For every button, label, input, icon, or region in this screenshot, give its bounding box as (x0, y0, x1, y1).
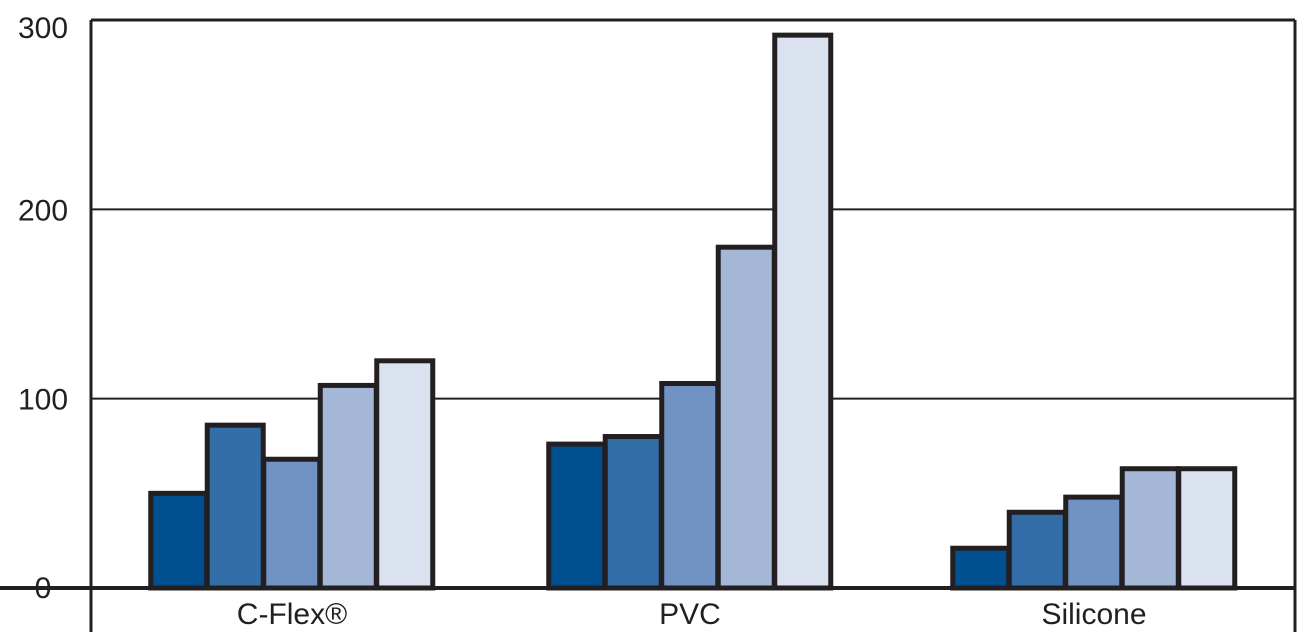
bar-groups (148, 32, 1238, 591)
bar (1063, 494, 1125, 591)
y-axis-tick-labels: 0 100 200 300 (18, 12, 68, 605)
bar (1176, 466, 1238, 591)
category-label: PVC (659, 598, 721, 631)
bar (772, 32, 834, 591)
bar (602, 434, 664, 591)
bar-group (546, 32, 834, 591)
bar-group (950, 466, 1238, 591)
category-label: Silicone (1041, 598, 1146, 631)
plot-frame (0, 18, 1297, 632)
bar (148, 490, 210, 591)
y-tick-label: 200 (18, 194, 68, 227)
bar (546, 441, 608, 591)
bar (1006, 509, 1068, 591)
bar (317, 382, 379, 591)
bar (659, 381, 721, 591)
y-tick-label: 0 (35, 572, 52, 605)
bar (950, 545, 1012, 591)
grid-lines (91, 208, 1295, 400)
bar (1119, 466, 1181, 591)
bar (715, 244, 777, 591)
bar-group (148, 358, 436, 591)
y-tick-label: 300 (18, 12, 68, 45)
category-label: C-Flex® (237, 598, 347, 631)
x-axis-category-labels: C-Flex® PVC Silicone (237, 598, 1147, 631)
bar (204, 422, 266, 591)
y-tick-label: 100 (18, 384, 68, 417)
bar (261, 456, 323, 591)
bar (374, 358, 436, 591)
